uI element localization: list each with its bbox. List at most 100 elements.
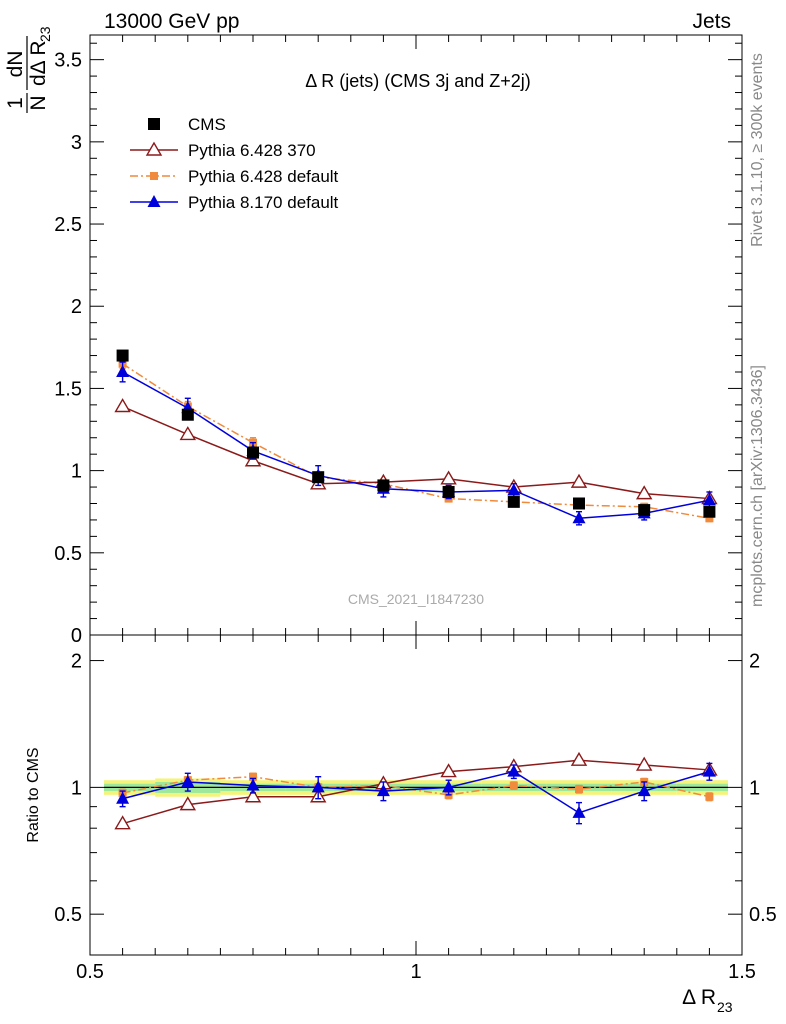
ratio-point bbox=[246, 778, 260, 791]
main-point bbox=[442, 485, 455, 498]
legend-label: Pythia 6.428 370 bbox=[188, 141, 316, 160]
y-tick-label: 3.5 bbox=[54, 50, 82, 72]
header-left: 13000 GeV pp bbox=[104, 10, 239, 33]
ratio-y-tick-label-right: 2 bbox=[749, 651, 760, 673]
main-plot-panel: 0 0.5 1 1.5 2 2.5 3 3.5 Δ R (jets) (CMS 3j and … bbox=[54, 34, 743, 647]
main-x-ticks bbox=[89, 35, 743, 635]
ratio-point bbox=[311, 780, 325, 793]
legend: CMS Pythia 6.428 370 Pythia 6.428 default P… bbox=[130, 115, 339, 212]
main-point bbox=[181, 408, 194, 421]
ratio-plot-panel: 0.5 0.5 1 1 2 2 0.5 1 1.5 Ratio to CMS Δ R 23 bbox=[25, 634, 777, 1015]
ratio-point bbox=[705, 792, 714, 801]
y-tick-label: 2 bbox=[71, 296, 82, 318]
main-point bbox=[573, 497, 585, 510]
ratio-series bbox=[116, 762, 716, 825]
ratio-point bbox=[635, 756, 653, 771]
ratio-x-axis: 0.5 1 1.5 bbox=[76, 635, 756, 983]
legend-marker bbox=[147, 195, 161, 207]
main-point bbox=[638, 504, 651, 517]
ratio-point bbox=[244, 788, 262, 803]
ratio-point bbox=[181, 774, 195, 787]
ratio-line bbox=[122, 759, 710, 825]
x-tick-label: 1 bbox=[410, 961, 421, 983]
legend-marker bbox=[150, 172, 158, 180]
ratio-y-axis: 0.5 0.5 1 1 2 2 bbox=[54, 651, 777, 927]
ratio-series-group bbox=[114, 751, 718, 830]
ratio-y-tick-label: 2 bbox=[71, 651, 82, 673]
ratio-point bbox=[637, 784, 651, 797]
main-point bbox=[247, 446, 259, 459]
main-point bbox=[114, 398, 131, 413]
main-series bbox=[116, 349, 716, 518]
y-label-one: 1 bbox=[4, 97, 27, 109]
main-line bbox=[122, 371, 710, 520]
main-line bbox=[122, 363, 710, 520]
x-axis-label: Δ R bbox=[682, 986, 716, 1009]
ratio-point bbox=[509, 781, 518, 790]
legend-label: CMS bbox=[188, 115, 226, 134]
ratio-point bbox=[440, 763, 457, 778]
main-point bbox=[116, 364, 130, 377]
main-point bbox=[440, 470, 457, 485]
main-point bbox=[179, 426, 197, 441]
main-point bbox=[507, 495, 520, 508]
y-label-sub: 23 bbox=[37, 26, 53, 42]
x-tick-label: 0.5 bbox=[76, 961, 104, 983]
ratio-point bbox=[442, 780, 456, 793]
y-tick-label: 2.5 bbox=[54, 214, 82, 236]
ratio-point bbox=[575, 785, 583, 794]
x-axis-label-main: Δ R bbox=[682, 986, 716, 1009]
main-point bbox=[116, 349, 129, 362]
ratio-point bbox=[702, 764, 716, 777]
main-point bbox=[572, 511, 586, 524]
ratio-point bbox=[116, 791, 130, 804]
ratio-y-tick-label: 0.5 bbox=[54, 904, 82, 926]
main-series-group bbox=[114, 349, 718, 526]
ratio-point bbox=[572, 805, 586, 818]
ratio-line bbox=[122, 770, 710, 814]
legend-label: Pythia 8.170 default bbox=[188, 193, 339, 212]
y-tick-label: 0 bbox=[71, 625, 82, 647]
main-point bbox=[635, 485, 653, 500]
legend-label: Pythia 6.428 default bbox=[188, 167, 339, 186]
main-point bbox=[312, 471, 325, 484]
rivet-label: Rivet 3.1.10, ≥ 300k events bbox=[749, 53, 766, 247]
ratio-point bbox=[114, 815, 131, 830]
ratio-y-label: Ratio to CMS bbox=[25, 747, 42, 842]
main-point bbox=[705, 514, 714, 523]
ratio-point bbox=[249, 772, 257, 781]
ratio-point bbox=[570, 751, 588, 766]
header-right: Jets bbox=[692, 10, 731, 33]
x-tick-label: 1.5 bbox=[728, 961, 756, 983]
legend-marker bbox=[145, 141, 163, 156]
main-point bbox=[570, 473, 588, 488]
main-point bbox=[377, 479, 390, 492]
x-axis-label-sub: 23 bbox=[717, 999, 733, 1015]
y-tick-label: 0.5 bbox=[54, 543, 82, 565]
main-y-axis: 0 0.5 1 1.5 2 2.5 3 3.5 bbox=[54, 42, 742, 647]
y-label-dn: dN bbox=[4, 51, 27, 78]
mcplots-label: mcplots.cern.ch [arXiv:1306.3436] bbox=[749, 365, 766, 607]
main-point bbox=[703, 505, 716, 518]
main-plot-title: Δ R (jets) (CMS 3j and Z+2j) bbox=[305, 71, 531, 91]
y-label-n: N bbox=[27, 95, 50, 110]
main-line bbox=[122, 405, 710, 500]
main-point bbox=[507, 483, 521, 496]
main-series bbox=[116, 361, 716, 526]
ratio-y-tick-label-right: 0.5 bbox=[749, 904, 777, 926]
legend-marker bbox=[148, 118, 160, 130]
main-point bbox=[702, 493, 716, 506]
y-tick-label: 1 bbox=[71, 461, 82, 483]
y-tick-label: 1.5 bbox=[54, 378, 82, 400]
ratio-point bbox=[376, 784, 390, 797]
main-y-label: 1 N dN dΔ R 23 bbox=[4, 26, 53, 113]
main-series bbox=[118, 358, 714, 523]
main-series bbox=[114, 398, 718, 505]
ratio-point bbox=[507, 764, 521, 777]
ratio-line bbox=[122, 775, 710, 798]
watermark: CMS_2021_I1847230 bbox=[348, 591, 484, 607]
y-tick-label: 3 bbox=[71, 132, 82, 154]
ratio-y-tick-label-right: 1 bbox=[749, 777, 760, 799]
ratio-point bbox=[179, 796, 197, 811]
